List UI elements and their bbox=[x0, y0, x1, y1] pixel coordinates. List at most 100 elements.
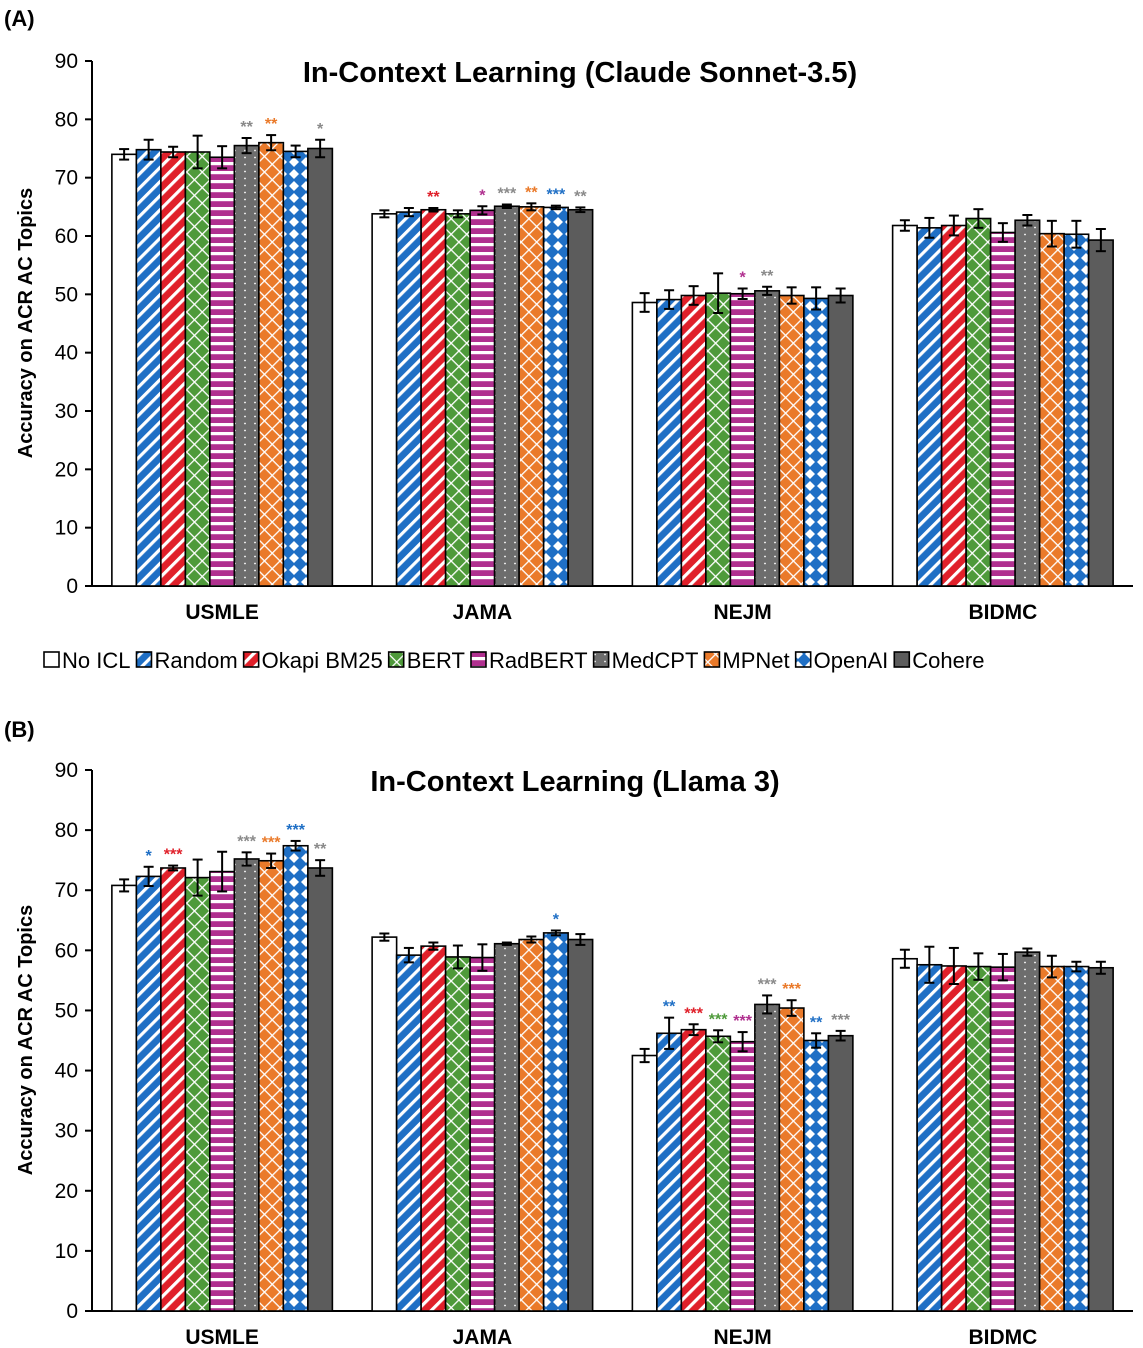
significance-marker: ** bbox=[810, 1014, 823, 1031]
panel-a-y-axis-label: Accuracy on ACR AC Topics bbox=[15, 188, 37, 458]
y-tick-label: 10 bbox=[55, 517, 78, 540]
significance-marker: ** bbox=[761, 268, 774, 285]
significance-marker: *** bbox=[831, 1012, 850, 1029]
bar-mpnet bbox=[258, 141, 285, 587]
bar-openai bbox=[1063, 965, 1090, 1312]
panel-b-y-axis-label: Accuracy on ACR AC Topics bbox=[15, 905, 37, 1175]
bar-no-icl bbox=[111, 153, 138, 587]
significance-marker: *** bbox=[733, 1013, 752, 1030]
legend-label: No ICL bbox=[62, 648, 130, 673]
bar-openai bbox=[803, 1039, 830, 1312]
bar-cohere bbox=[567, 208, 594, 587]
bar-mpnet bbox=[778, 294, 805, 587]
bar-radbert bbox=[209, 156, 236, 587]
bar-okapi-bm25 bbox=[680, 294, 707, 587]
significance-marker: *** bbox=[782, 981, 801, 998]
y-tick-label: 10 bbox=[55, 1240, 78, 1263]
bar-mpnet bbox=[258, 859, 285, 1312]
significance-marker: ** bbox=[663, 999, 676, 1016]
y-tick-label: 70 bbox=[55, 879, 78, 902]
legend-swatch bbox=[794, 651, 812, 668]
y-tick-label: 90 bbox=[55, 50, 78, 73]
bar-radbert bbox=[209, 870, 236, 1312]
x-category-label: USMLE bbox=[185, 1326, 259, 1348]
bar-bert bbox=[444, 956, 471, 1312]
bar-bert bbox=[184, 151, 211, 587]
bar-random bbox=[135, 148, 162, 587]
y-tick-label: 50 bbox=[55, 283, 78, 306]
significance-marker: *** bbox=[758, 976, 777, 993]
y-tick-label: 40 bbox=[55, 342, 78, 365]
legend-label: MPNet bbox=[722, 648, 789, 673]
panel-b-title: In-Context Learning (Llama 3) bbox=[370, 766, 779, 798]
bar-cohere bbox=[827, 294, 854, 587]
bar-openai bbox=[282, 844, 309, 1312]
y-tick-label: 20 bbox=[55, 1180, 78, 1203]
x-category-label: BIDMC bbox=[968, 1326, 1037, 1348]
y-tick-label: 30 bbox=[55, 400, 78, 423]
bar-no-icl bbox=[891, 957, 918, 1312]
bar-medcpt bbox=[1014, 219, 1041, 587]
panel-a-label: (A) bbox=[4, 6, 35, 31]
significance-marker: *** bbox=[262, 835, 281, 852]
legend-label: BERT bbox=[407, 648, 465, 673]
bar-openai bbox=[542, 932, 569, 1312]
legend-swatch bbox=[135, 651, 153, 668]
y-tick-label: 80 bbox=[55, 819, 78, 842]
bar-no-icl bbox=[631, 301, 658, 587]
bar-cohere bbox=[307, 867, 334, 1312]
significance-marker: *** bbox=[164, 847, 183, 864]
x-category-label: NEJM bbox=[713, 1326, 771, 1348]
bar-mpnet bbox=[1038, 965, 1065, 1312]
bar-cohere bbox=[567, 938, 594, 1312]
bar-cohere bbox=[1087, 239, 1114, 587]
bar-okapi-bm25 bbox=[940, 224, 967, 587]
y-tick-label: 60 bbox=[55, 939, 78, 962]
y-tick-label: 80 bbox=[55, 108, 78, 131]
legend: No ICL Random Okapi BM25 BERT RadBERT MedCPT M… bbox=[43, 648, 984, 673]
bar-bert bbox=[444, 213, 471, 587]
bar-mpnet bbox=[518, 206, 545, 587]
bar-okapi-bm25 bbox=[420, 208, 447, 587]
legend-label: OpenAI bbox=[814, 648, 889, 673]
bar-radbert bbox=[989, 231, 1016, 587]
bar-radbert bbox=[469, 956, 496, 1312]
bar-medcpt bbox=[493, 942, 520, 1312]
legend-swatch bbox=[703, 651, 721, 668]
bar-cohere bbox=[827, 1034, 854, 1312]
panel-a-title: In-Context Learning (Claude Sonnet-3.5) bbox=[303, 57, 857, 89]
bar-medcpt bbox=[754, 1003, 781, 1312]
legend-label: MedCPT bbox=[612, 648, 699, 673]
y-tick-label: 0 bbox=[66, 575, 78, 598]
bar-medcpt bbox=[754, 290, 781, 587]
bar-mpnet bbox=[778, 1007, 805, 1312]
legend-swatch bbox=[43, 651, 60, 668]
x-category-label: NEJM bbox=[713, 601, 771, 624]
bar-openai bbox=[282, 150, 309, 587]
legend-label: Okapi BM25 bbox=[262, 648, 383, 673]
significance-marker: ** bbox=[265, 116, 278, 133]
x-category-label: JAMA bbox=[453, 601, 513, 624]
significance-marker: *** bbox=[684, 1005, 703, 1022]
bar-okapi-bm25 bbox=[160, 151, 187, 587]
bar-random bbox=[656, 298, 683, 587]
legend-swatch bbox=[592, 651, 610, 668]
bar-random bbox=[395, 954, 422, 1312]
bar-medcpt bbox=[233, 144, 260, 587]
x-category-label: BIDMC bbox=[968, 601, 1037, 624]
bar-openai bbox=[542, 206, 569, 587]
legend-label: Random bbox=[154, 648, 237, 673]
significance-marker: * bbox=[317, 121, 324, 138]
legend-swatch bbox=[242, 651, 260, 668]
significance-marker: ** bbox=[314, 841, 327, 858]
bar-bert bbox=[184, 876, 211, 1312]
significance-marker: * bbox=[146, 848, 153, 865]
bar-okapi-bm25 bbox=[160, 867, 187, 1312]
bar-mpnet bbox=[518, 938, 545, 1312]
bar-radbert bbox=[729, 292, 756, 587]
bar-random bbox=[656, 1032, 683, 1312]
significance-marker: ** bbox=[525, 184, 538, 201]
panel-b-label: (B) bbox=[4, 717, 35, 742]
